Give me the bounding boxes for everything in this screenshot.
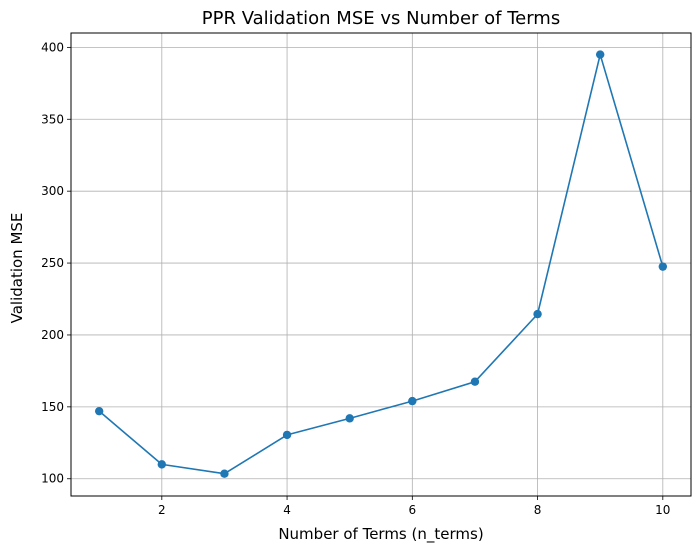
y-tick-label: 400 (41, 40, 64, 54)
y-tick-label: 200 (41, 328, 64, 342)
x-tick-label: 4 (283, 503, 291, 517)
y-tick-label: 250 (41, 256, 64, 270)
y-tick-label: 150 (41, 400, 64, 414)
chart-title: PPR Validation MSE vs Number of Terms (202, 8, 560, 29)
x-tick-label: 10 (655, 503, 670, 517)
series-line (98, 53, 664, 475)
y-tick-label: 300 (41, 184, 64, 198)
data-point (658, 262, 668, 271)
x-tick-label: 2 (158, 503, 166, 517)
data-point (595, 50, 605, 59)
data-point (94, 406, 104, 416)
x-tick-label: 6 (408, 503, 416, 517)
ticks: 2 4 6 8 10 100 150 200 250 300 350 400 (41, 40, 670, 517)
y-tick-label: 100 (41, 472, 64, 486)
data-point (533, 309, 542, 319)
x-tick-label: 8 (534, 503, 542, 517)
data-point (220, 469, 229, 478)
data-point (345, 414, 354, 423)
data-point (282, 430, 292, 440)
series-layer (94, 50, 668, 478)
plot-frame (70, 32, 692, 497)
y-tick-label: 350 (41, 112, 64, 126)
data-point (157, 460, 167, 469)
x-axis-title: Number of Terms (n_terms) (278, 525, 483, 544)
y-axis-title: Validation MSE (8, 213, 26, 324)
data-point (470, 377, 480, 386)
grid (71, 33, 691, 496)
data-point (408, 396, 417, 406)
